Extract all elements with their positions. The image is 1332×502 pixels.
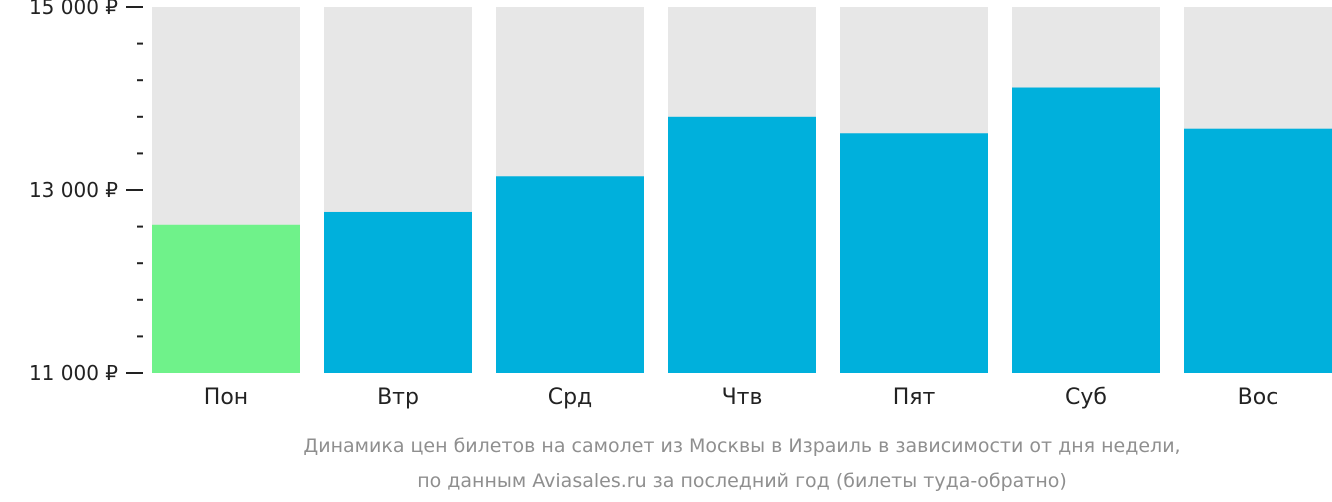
chart-caption: Динамика цен билетов на самолет из Москв… (303, 435, 1180, 492)
x-tick-label-day-2: Срд (548, 385, 593, 410)
y-axis: 11 000 ₽ 13 000 ₽ 15 000 ₽ (29, 0, 143, 385)
x-tick-label-day-0: Пон (204, 385, 248, 410)
x-tick-label-day-5: Суб (1065, 385, 1107, 410)
x-axis-labels: Пон Втр Срд Чтв Пят Суб Вос (204, 385, 1279, 410)
y-tick-label: 11 000 ₽ (29, 361, 118, 385)
x-tick-label-day-1: Втр (377, 385, 419, 410)
bar-day-4 (840, 133, 988, 373)
bar-day-0 (152, 224, 300, 373)
x-tick-label-day-4: Пят (893, 385, 936, 410)
y-tick-label: 13 000 ₽ (29, 178, 118, 202)
x-tick-label-day-3: Чтв (722, 385, 763, 410)
x-tick-label-day-6: Вос (1238, 385, 1279, 410)
y-tick-label: 15 000 ₽ (29, 0, 118, 19)
bars (152, 87, 1332, 374)
bar-day-2 (496, 176, 644, 373)
bar-day-1 (324, 211, 472, 373)
bar-day-3 (668, 116, 816, 374)
caption-line-2: по данным Aviasales.ru за последний год … (417, 470, 1067, 492)
caption-line-1: Динамика цен билетов на самолет из Москв… (303, 435, 1180, 457)
bar-day-5 (1012, 87, 1160, 374)
bar-day-6 (1184, 128, 1332, 373)
